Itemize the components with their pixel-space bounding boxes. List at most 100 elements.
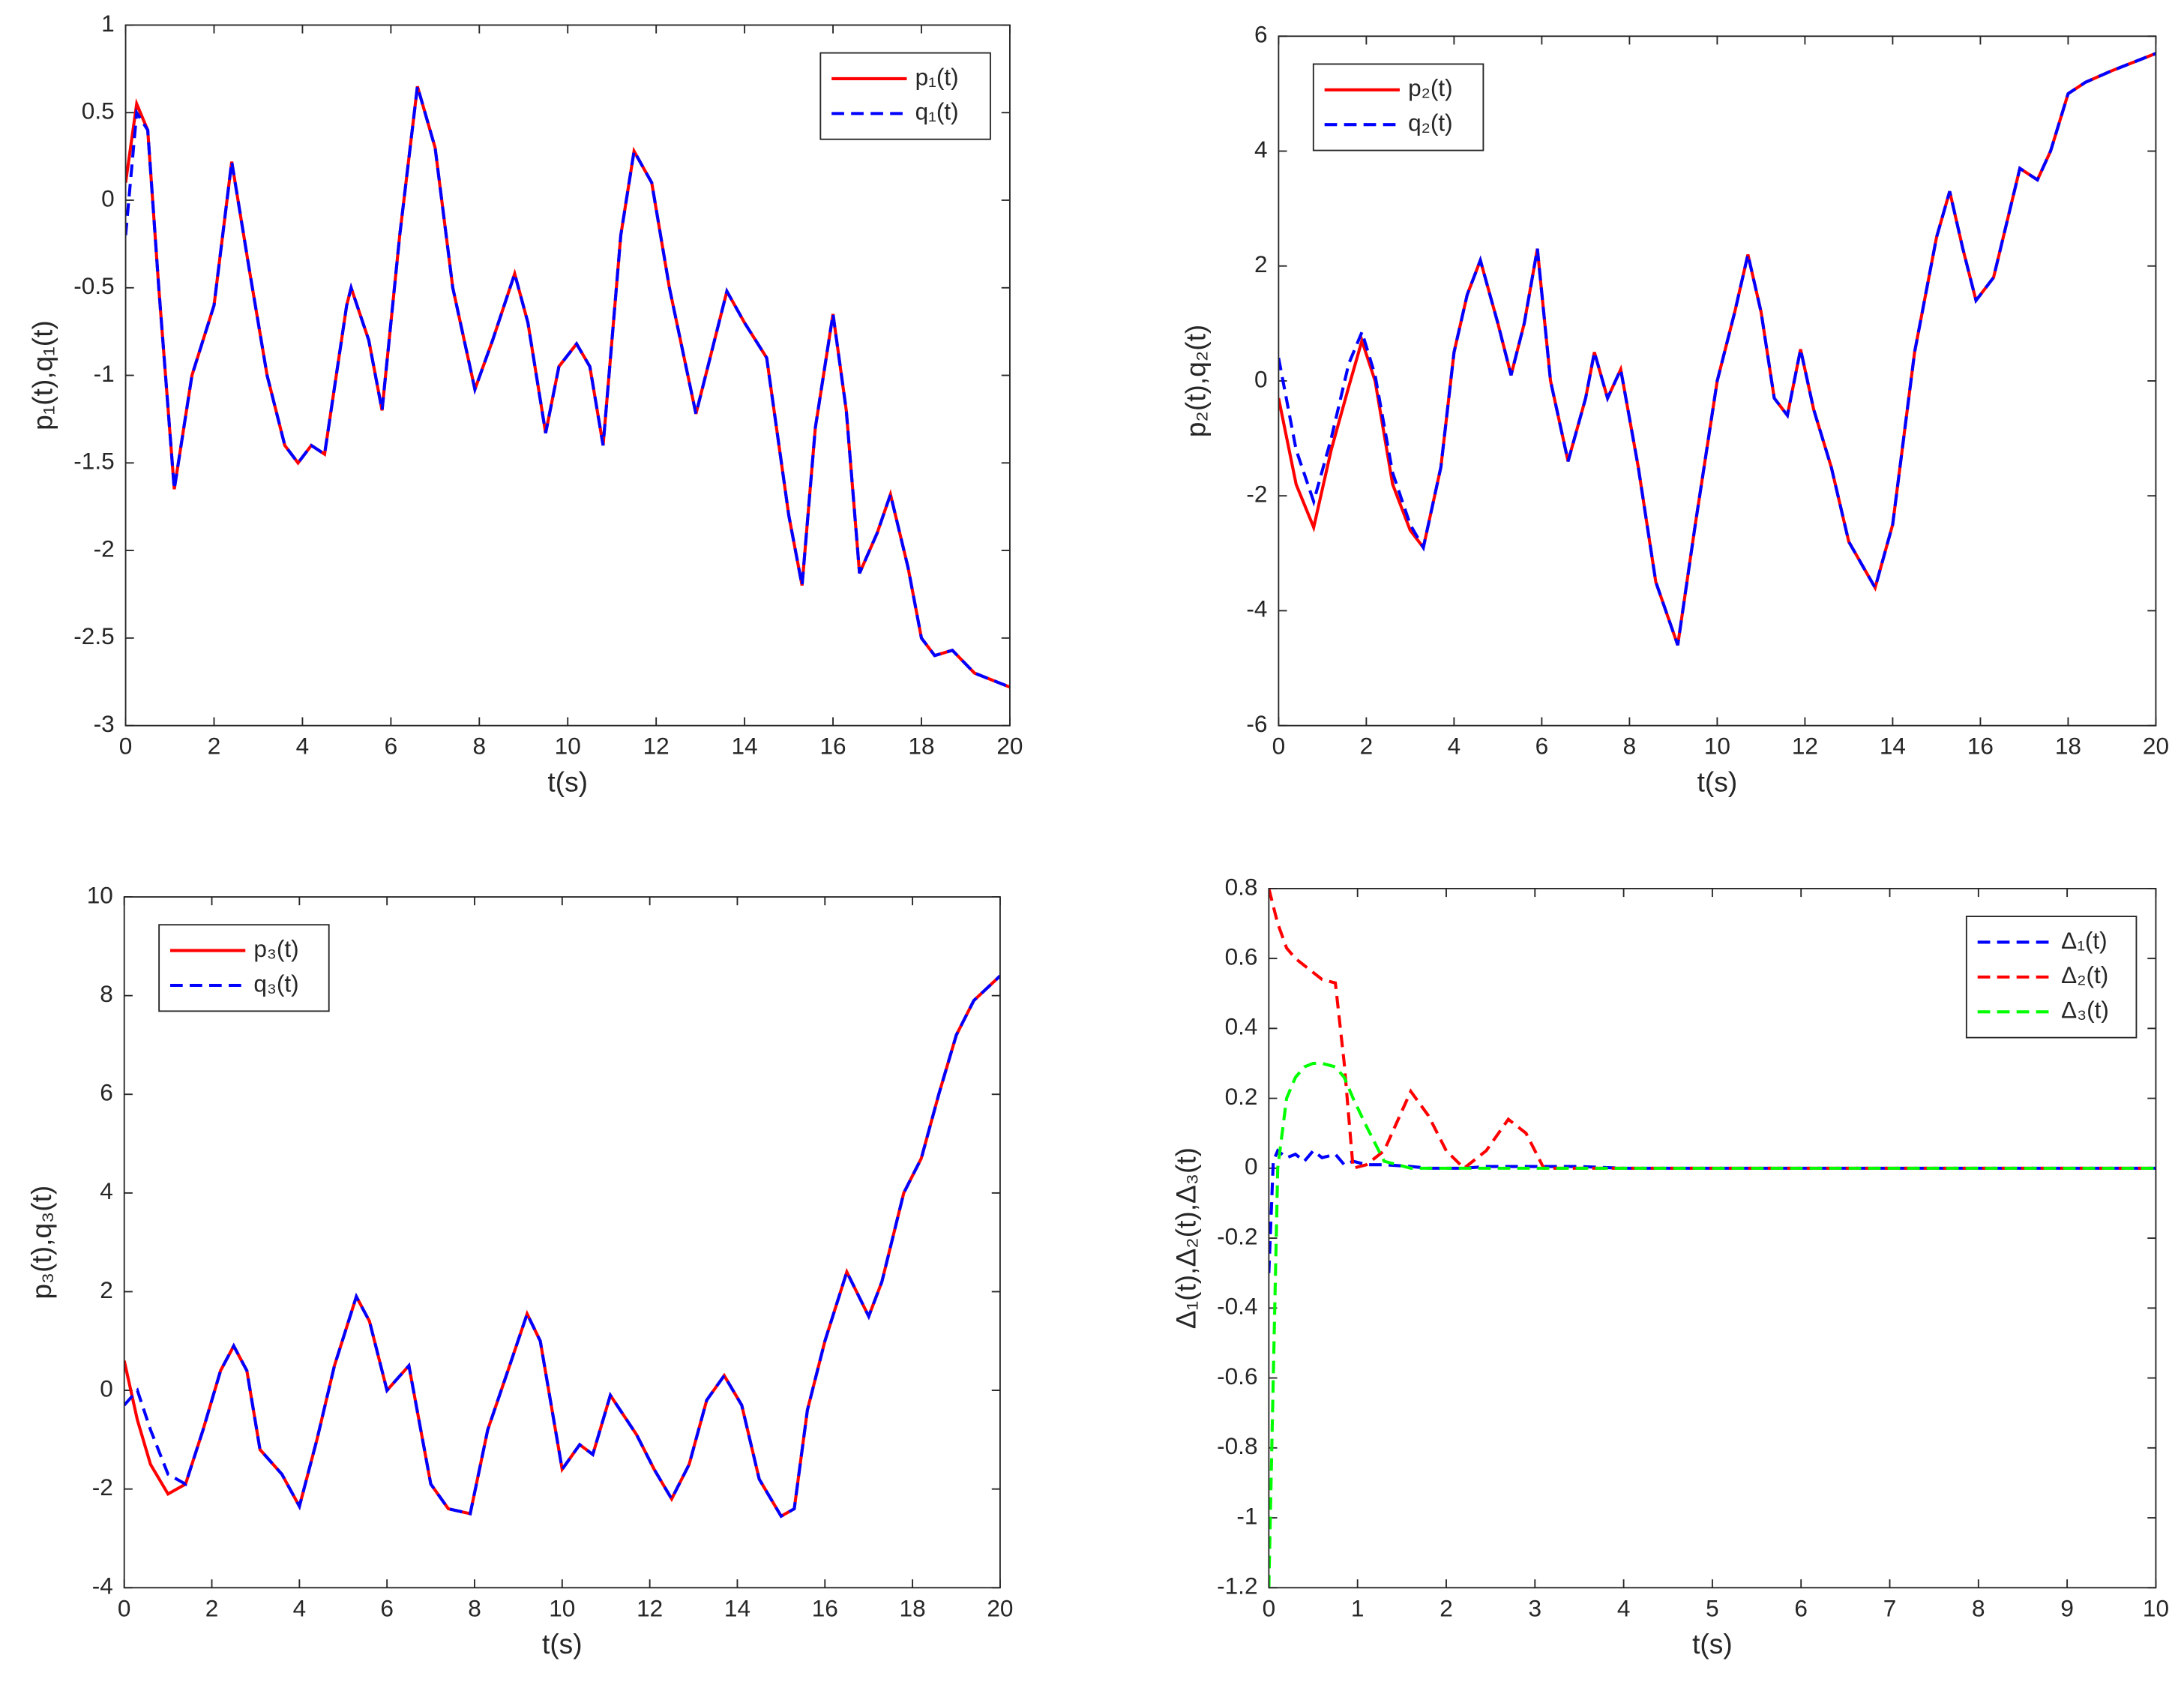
- y-tick-label: -0.4: [1217, 1293, 1257, 1320]
- y-tick-label: -1: [1236, 1502, 1257, 1529]
- x-axis-label: t(s): [547, 766, 588, 797]
- series-line: [1278, 52, 2156, 646]
- y-tick-label: 6: [1254, 21, 1268, 48]
- x-tick-label: 18: [2055, 733, 2081, 760]
- y-tick-label: -2: [92, 1474, 113, 1501]
- series-line: [1269, 1061, 2156, 1588]
- y-tick-label: -6: [1246, 710, 1267, 737]
- legend-label: Δ₁(t): [2061, 927, 2108, 954]
- y-tick-label: 4: [1254, 136, 1268, 163]
- y-tick-label: -1.5: [73, 448, 114, 475]
- x-tick-label: 4: [293, 1594, 307, 1621]
- axes: 0 2 4 6 8 10 12 14 16 18 20 -6 -4 -2 0 2 4 6 t(s) p₂(t),q₂(…: [1179, 21, 2169, 798]
- y-tick-label: -2: [1246, 481, 1267, 508]
- y-tick-label: -2.5: [73, 622, 114, 649]
- y-tick-label: 0.8: [1225, 873, 1258, 900]
- x-tick-label: 8: [1623, 733, 1637, 760]
- x-tick-label: 4: [296, 733, 310, 760]
- legend-label: q₁(t): [915, 98, 959, 125]
- legend-label: q₂(t): [1408, 109, 1453, 136]
- y-tick-label: 10: [87, 881, 113, 908]
- axes: 0 2 4 6 8 10 12 14 16 18 20 -3 -2.5 -2 -1.5 -1 -0.5 0 0.5 1…: [27, 10, 1023, 798]
- legend: Δ₁(t) Δ₂(t) Δ₃(t): [1965, 916, 2138, 1039]
- legend-label: q₃(t): [253, 970, 298, 997]
- x-tick-label: 3: [1529, 1594, 1542, 1621]
- x-tick-label: 0: [119, 733, 133, 760]
- y-axis-label: p₂(t),q₂(t): [1179, 325, 1211, 438]
- y-tick-label: 0.2: [1225, 1083, 1258, 1110]
- x-tick-label: 6: [380, 1594, 394, 1621]
- x-tick-label: 16: [819, 733, 846, 760]
- axes-frame: [124, 24, 1011, 727]
- y-tick-label: -2: [94, 535, 115, 562]
- y-axis-label: p₃(t),q₃(t): [25, 1186, 57, 1300]
- y-tick-label: 1: [101, 10, 115, 37]
- y-tick-label: 2: [100, 1276, 113, 1303]
- y-tick-label: 0.6: [1225, 943, 1258, 970]
- x-tick-label: 2: [1440, 1594, 1453, 1621]
- x-tick-label: 0: [1263, 1594, 1276, 1621]
- legend-label: p₁(t): [915, 63, 959, 90]
- x-tick-label: 6: [385, 733, 398, 760]
- x-tick-label: 8: [473, 733, 487, 760]
- axes: 0 2 4 6 8 10 12 14 16 18 20 -4 -2 0 2 4 6 8 10 t(s) p₃(t),q₃…: [25, 881, 1014, 1660]
- y-tick-label: -4: [1246, 595, 1267, 622]
- x-axis-label: t(s): [542, 1628, 583, 1660]
- y-tick-label: 4: [100, 1177, 113, 1204]
- legend-box: [819, 52, 991, 140]
- x-tick-label: 18: [908, 733, 934, 760]
- y-tick-label: -1.2: [1217, 1573, 1257, 1600]
- x-tick-label: 20: [2143, 733, 2169, 760]
- axes-frame: [1278, 35, 2157, 727]
- y-tick-label: 0: [1245, 1153, 1258, 1180]
- x-tick-label: 16: [812, 1594, 838, 1621]
- x-tick-label: 6: [1794, 1594, 1808, 1621]
- legend-box: [1312, 63, 1484, 151]
- y-tick-label: 0: [100, 1375, 113, 1402]
- x-tick-label: 12: [643, 733, 670, 760]
- plot-area: [124, 897, 1000, 1588]
- x-tick-label: 16: [1967, 733, 1994, 760]
- x-tick-label: 0: [1272, 733, 1286, 760]
- x-tick-label: 20: [996, 733, 1023, 760]
- y-axis-label: p₁(t),q₁(t): [27, 320, 58, 430]
- x-tick-label: 14: [732, 733, 758, 760]
- legend: p₁(t) q₁(t): [819, 52, 991, 140]
- y-tick-label: -1: [94, 360, 115, 387]
- x-tick-label: 14: [724, 1594, 750, 1621]
- x-tick-label: 10: [2143, 1594, 2169, 1621]
- x-axis-label: t(s): [1692, 1628, 1733, 1660]
- x-tick-label: 2: [205, 1594, 219, 1621]
- axes: 0 1 2 3 4 5 6 7 8 9 10 -1.2 -1 -0.8 -0.6 -0.4 -0.2 0 0.2 0.…: [1170, 873, 2169, 1660]
- x-tick-label: 10: [1704, 733, 1730, 760]
- legend-box: [1965, 916, 2138, 1039]
- y-tick-label: -0.2: [1217, 1222, 1257, 1249]
- x-tick-label: 2: [208, 733, 221, 760]
- y-tick-label: -0.8: [1217, 1432, 1257, 1459]
- y-tick-label: 8: [100, 980, 113, 1007]
- x-tick-label: 8: [468, 1594, 481, 1621]
- y-tick-label: 0: [101, 184, 115, 211]
- legend: p₃(t) q₃(t): [158, 924, 330, 1012]
- x-tick-label: 1: [1351, 1594, 1365, 1621]
- x-tick-label: 7: [1883, 1594, 1897, 1621]
- x-tick-label: 2: [1360, 733, 1374, 760]
- y-tick-label: 0.4: [1225, 1013, 1258, 1040]
- y-axis-label: Δ₁(t),Δ₂(t),Δ₃(t): [1170, 1147, 1201, 1329]
- axes-frame: [123, 896, 1001, 1589]
- x-tick-label: 9: [2060, 1594, 2074, 1621]
- y-tick-label: -4: [92, 1573, 113, 1600]
- x-tick-label: 4: [1617, 1594, 1631, 1621]
- series-line: [125, 85, 1010, 689]
- legend-label: Δ₂(t): [2061, 961, 2108, 988]
- legend-label: p₂(t): [1408, 74, 1453, 101]
- x-tick-label: 20: [987, 1594, 1013, 1621]
- y-tick-label: -0.6: [1217, 1363, 1257, 1390]
- legend-label: Δ₃(t): [2061, 997, 2109, 1024]
- x-tick-label: 10: [549, 1594, 575, 1621]
- legend: p₂(t) q₂(t): [1312, 63, 1484, 151]
- x-tick-label: 14: [1880, 733, 1906, 760]
- legend-box: [158, 924, 330, 1012]
